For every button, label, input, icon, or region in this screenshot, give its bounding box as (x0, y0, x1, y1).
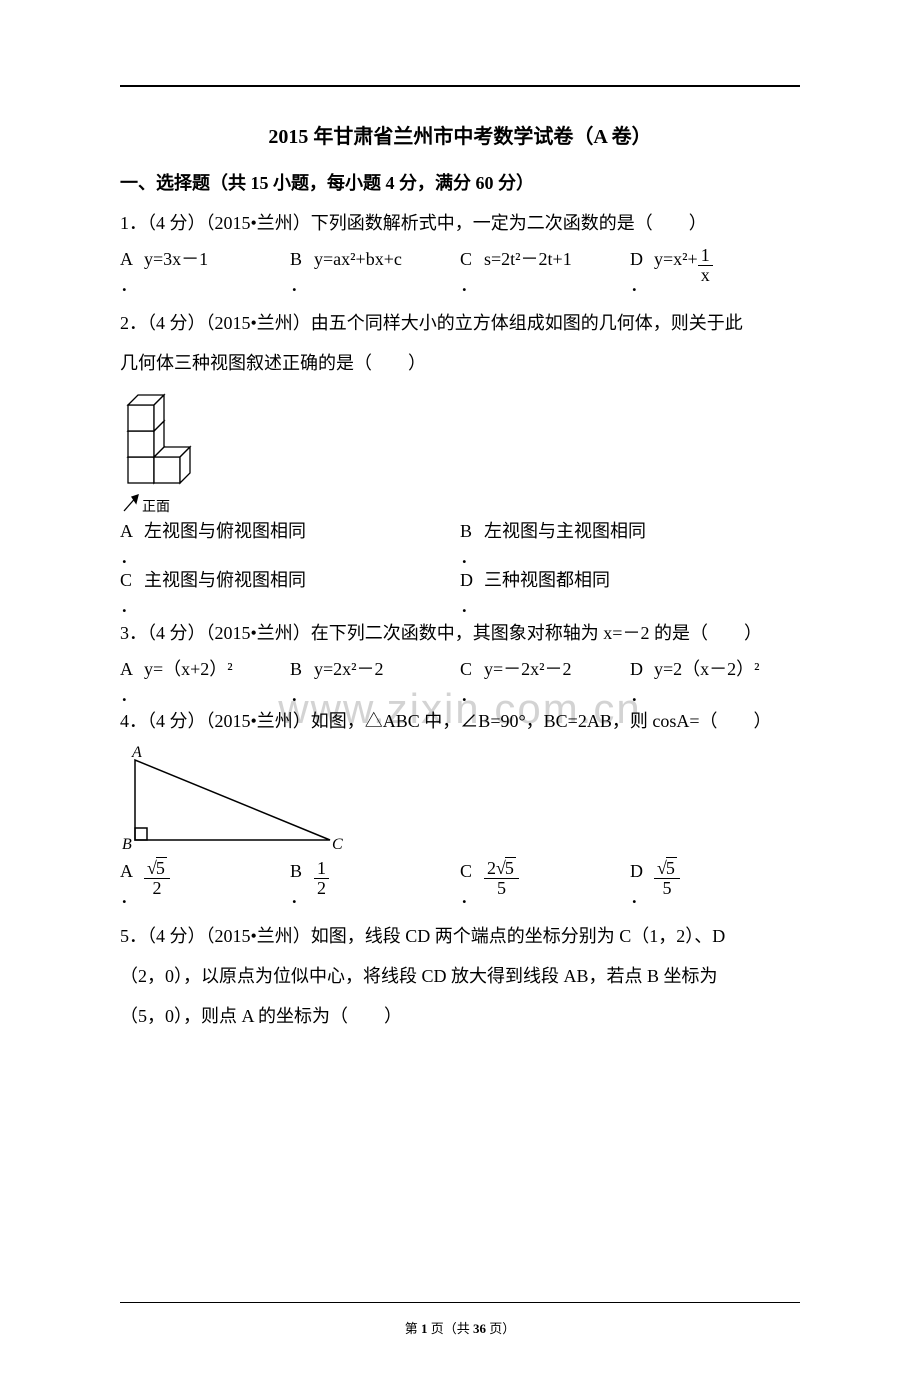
q4-C-label: C (460, 861, 472, 881)
q3-B: y=2x²－2 (314, 655, 384, 684)
q2-front-label: 正面 (142, 500, 170, 515)
q3-D-label: D (630, 659, 643, 679)
q2-D: 三种视图都相同 (484, 566, 610, 595)
q3-C: y=－2x²－2 (484, 655, 572, 684)
q3-A: y=（x+2）² (144, 655, 233, 684)
q2-stem-a: 2．（4 分）（2015•兰州）由五个同样大小的立方体组成如图的几何体，则关于此 (120, 305, 800, 341)
q4-options: A． 52 B． 12 C． 255 D． 55 (120, 857, 800, 897)
q2-figure: 正面 (120, 385, 800, 515)
q4-C: 255 (484, 857, 519, 897)
q1-D: y=x²+1x (654, 245, 713, 285)
q4-A-label: A (120, 861, 133, 881)
q4-B-label: B (290, 861, 302, 881)
q2-options-row2: C． 主视图与俯视图相同 D． 三种视图都相同 (120, 566, 800, 595)
q1-B: y=ax²+bx+c (314, 245, 402, 274)
q5-stem-b: （2，0），以原点为位似中心，将线段 CD 放大得到线段 AB，若点 B 坐标为 (120, 958, 800, 994)
q4-D-label: D (630, 861, 643, 881)
q2-options-row1: A． 左视图与俯视图相同 B． 左视图与主视图相同 (120, 517, 800, 546)
q4-label-C: C (332, 836, 343, 853)
q4-D: 55 (654, 857, 680, 897)
q2-A: 左视图与俯视图相同 (144, 517, 306, 546)
q1-A: y=3x－1 (144, 245, 208, 274)
q1-C-label: C (460, 249, 472, 269)
q3-D: y=2（x－2）² (654, 655, 760, 684)
q5-stem-a: 5．（4 分）（2015•兰州）如图，线段 CD 两个端点的坐标分别为 C（1，… (120, 918, 800, 954)
q3-B-label: B (290, 659, 302, 679)
q2-A-label: A (120, 521, 133, 541)
q4-label-B: B (122, 836, 132, 853)
q5-stem-c: （5，0），则点 A 的坐标为（ ） (120, 998, 800, 1034)
q4-figure: A B C (120, 745, 800, 855)
q1-options: A． y=3x－1 B． y=ax²+bx+c C． s=2t²－2t+1 D．… (120, 245, 800, 285)
q2-C-label: C (120, 570, 132, 590)
q2-B-label: B (460, 521, 472, 541)
q1-B-label: B (290, 249, 302, 269)
q4-A: 52 (144, 857, 170, 897)
q2-B: 左视图与主视图相同 (484, 517, 646, 546)
q1-stem: 1．（4 分）（2015•兰州）下列函数解析式中，一定为二次函数的是（ ） (120, 205, 800, 241)
q3-C-label: C (460, 659, 472, 679)
q4-B: 12 (314, 857, 329, 897)
q2-D-label: D (460, 570, 473, 590)
q2-C: 主视图与俯视图相同 (144, 566, 306, 595)
q3-options: A． y=（x+2）² B． y=2x²－2 C． y=－2x²－2 D． y=… (120, 655, 800, 684)
q3-A-label: A (120, 659, 133, 679)
section-heading: 一、选择题（共 15 小题，每小题 4 分，满分 60 分） (120, 165, 800, 201)
q4-label-A: A (131, 745, 142, 761)
q2-stem-b: 几何体三种视图叙述正确的是（ ） (120, 345, 800, 381)
q1-A-label: A (120, 249, 133, 269)
q1-D-label: D (630, 249, 643, 269)
page-footer: 第 1 页（共 36 页） (0, 1318, 920, 1337)
page-title: 2015 年甘肃省兰州市中考数学试卷（A 卷） (120, 117, 800, 157)
q1-C: s=2t²－2t+1 (484, 245, 572, 274)
